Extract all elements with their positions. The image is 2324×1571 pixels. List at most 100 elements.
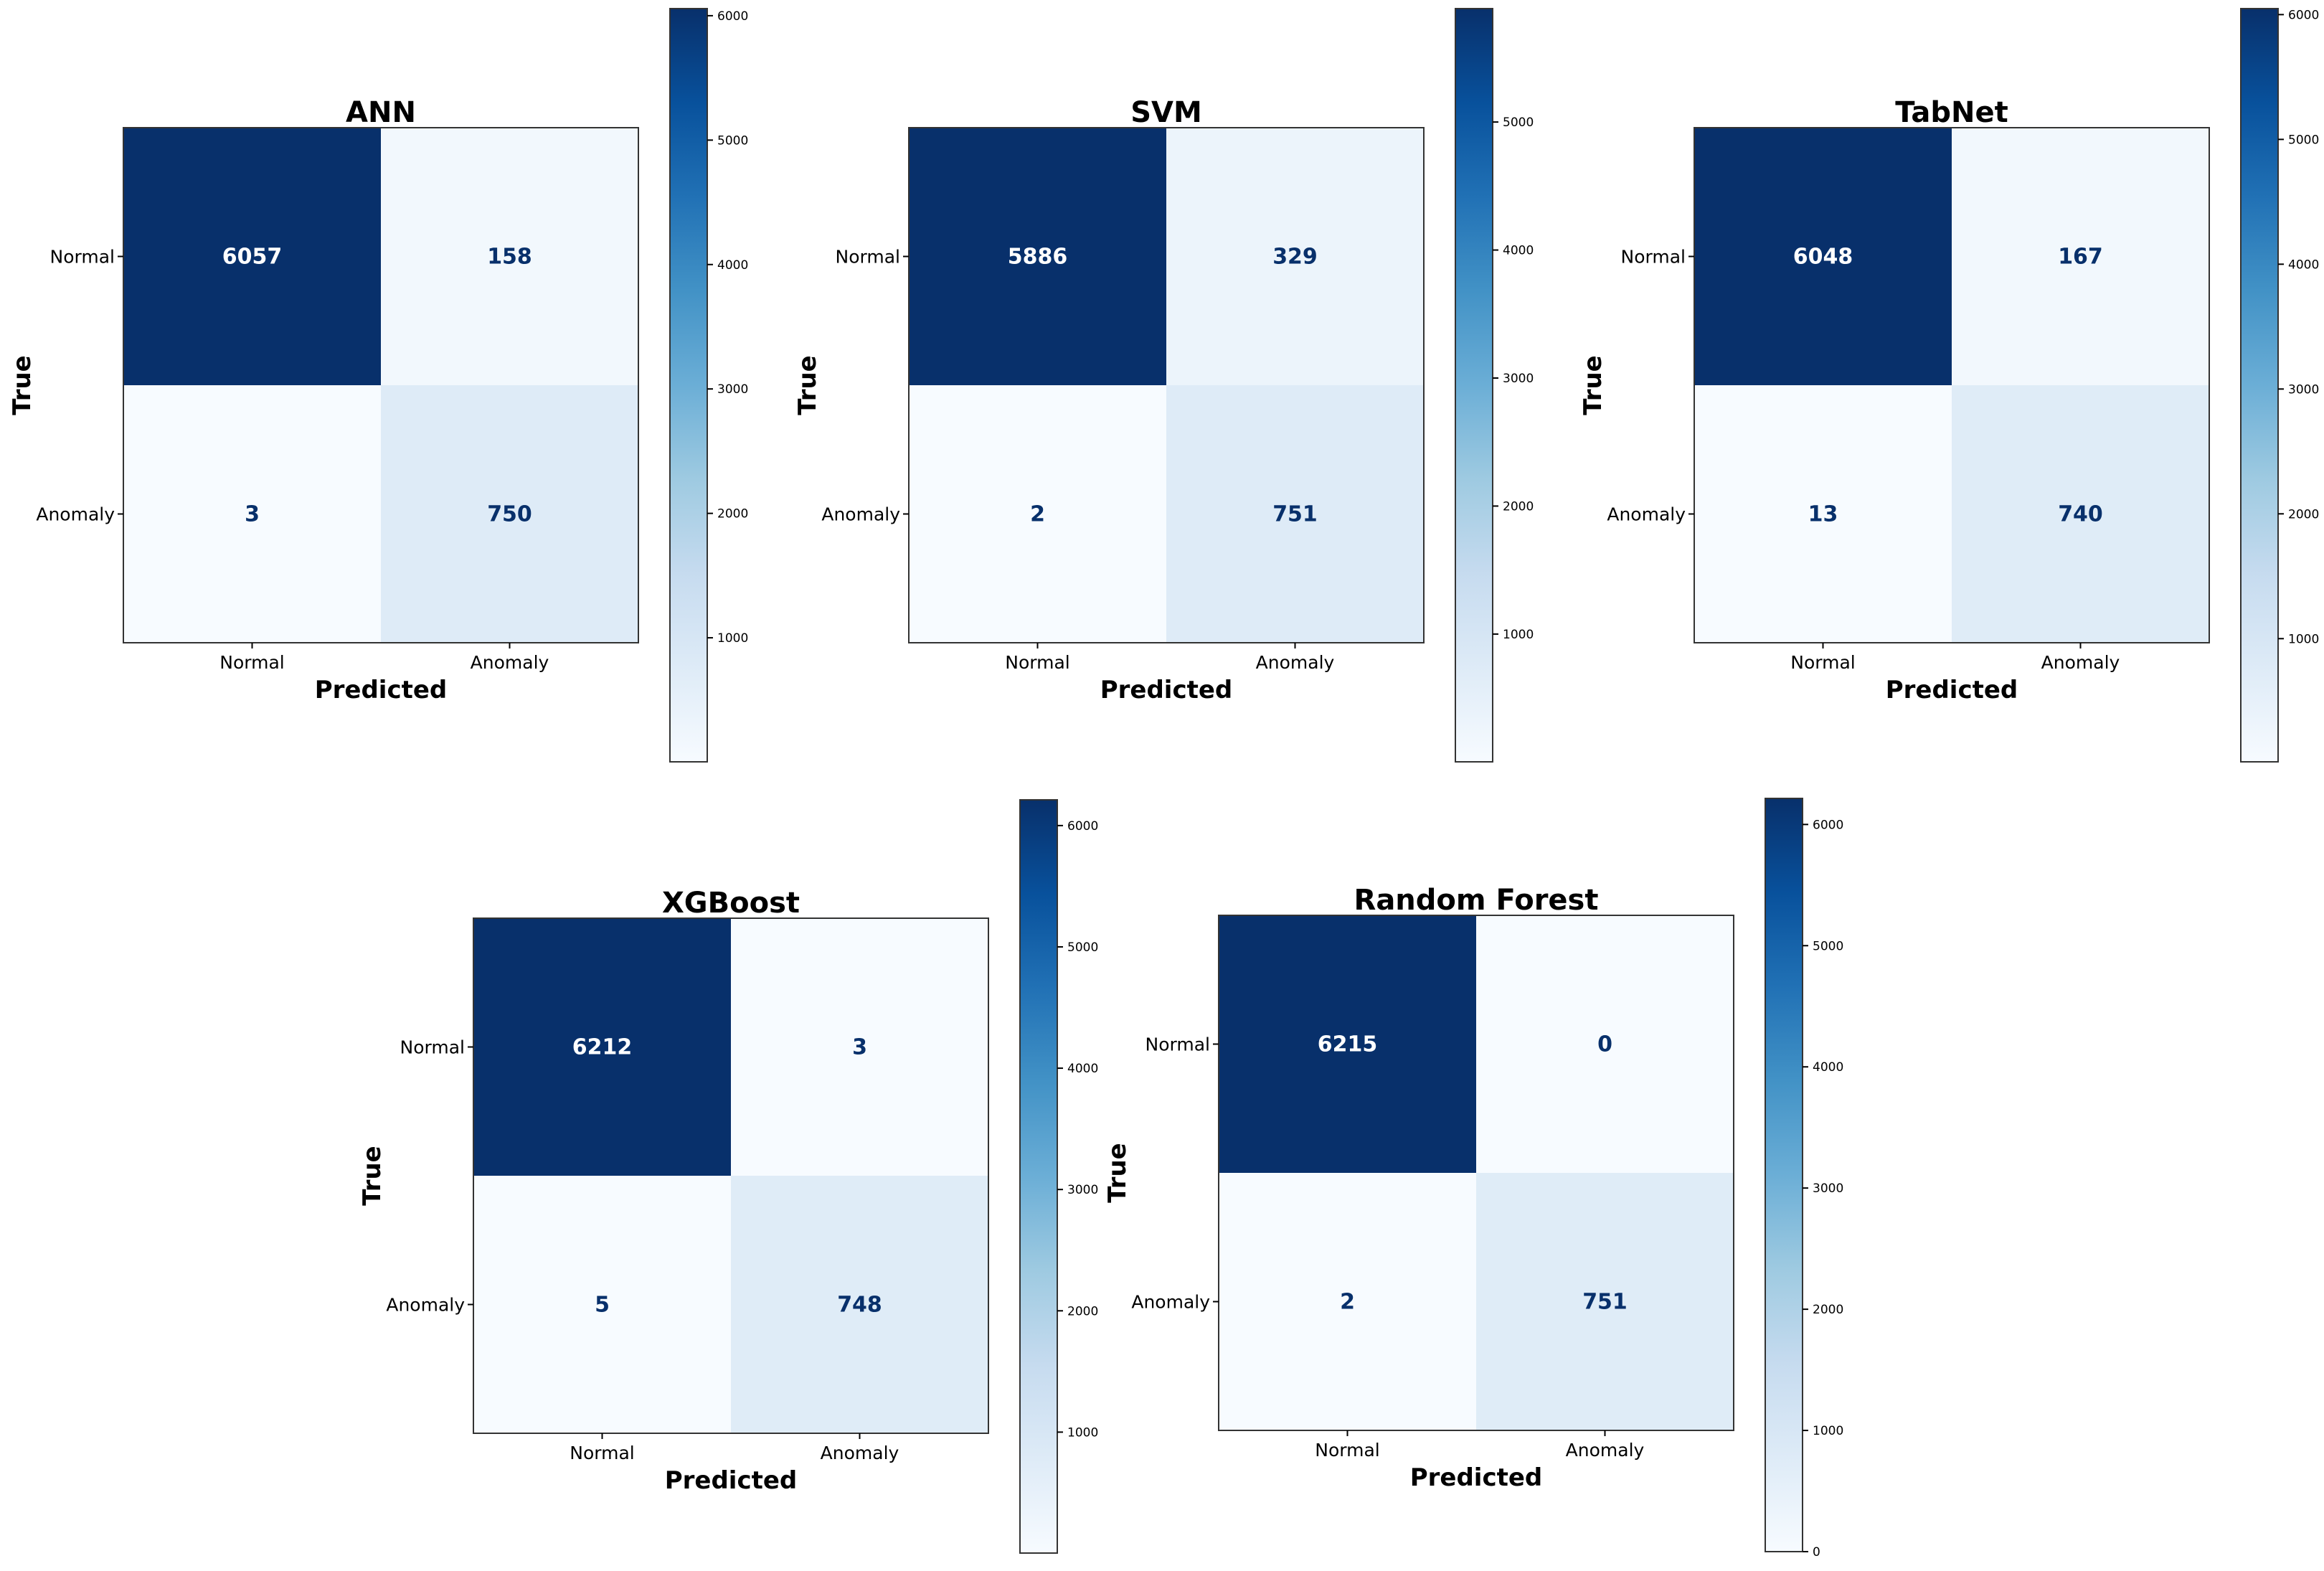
matrix-cell — [909, 128, 1166, 385]
matrix-cell — [1219, 915, 1476, 1173]
matrix-cell — [123, 385, 381, 643]
colorbar-tick-label: 2000 — [1503, 499, 1534, 514]
colorbar-tick-label: 6000 — [717, 9, 748, 24]
y-tick-label: Anomaly — [821, 504, 900, 525]
matrix-cell — [123, 128, 381, 385]
y-tick-label: Anomaly — [1131, 1292, 1210, 1313]
cell-value-label: 3 — [245, 502, 260, 527]
cell-value-label: 6212 — [572, 1035, 633, 1060]
plot-frame — [1218, 915, 1734, 1431]
colorbar-tick-label: 3000 — [1067, 1183, 1098, 1197]
confusion-matrix-panel: 6215 0 2 751 Random Forest Normal Anomaly Norma… — [1103, 798, 1843, 1560]
matrix-cell — [1166, 128, 1424, 385]
matrix-cell — [1476, 915, 1734, 1173]
matrix-cell — [1476, 1173, 1734, 1430]
matrix-cell — [909, 385, 1166, 643]
matrix-cell — [473, 918, 731, 1176]
colorbar-tick-label: 3000 — [717, 382, 748, 397]
matrix-cell — [1952, 385, 2209, 643]
cell-value-label: 6215 — [1318, 1032, 1378, 1057]
cell-value-label: 158 — [487, 245, 532, 270]
cell-value-label: 750 — [487, 502, 532, 527]
y-tick-label: Normal — [50, 247, 115, 268]
matrix-cell — [731, 918, 988, 1176]
chart-title: ANN — [346, 96, 416, 129]
colorbar-tick-label: 2000 — [2288, 507, 2319, 522]
x-axis-label: Predicted — [665, 1466, 798, 1495]
y-axis-label: True — [8, 355, 37, 415]
colorbar-tick-label: 1000 — [1503, 628, 1534, 642]
colorbar-tick-label: 3000 — [1503, 372, 1534, 386]
matrix-cell — [1219, 1173, 1476, 1430]
matrix-cell — [473, 1176, 731, 1433]
cell-value-label: 740 — [2058, 502, 2103, 527]
x-tick-label: Anomaly — [2041, 652, 2120, 673]
colorbar-tick-label: 5000 — [1503, 115, 1534, 130]
chart-title: XGBoost — [662, 887, 800, 920]
x-tick-label: Normal — [1790, 652, 1855, 673]
colorbar-tick-label: 5000 — [2288, 133, 2319, 147]
cell-value-label: 6048 — [1793, 245, 1853, 270]
cell-value-label: 0 — [1597, 1032, 1612, 1057]
matrix-cell — [731, 1176, 988, 1433]
confusion-matrix-panel: 5886 329 2 751 SVM Normal Anomaly Normal Anomaly… — [793, 8, 1534, 763]
cell-value-label: 329 — [1272, 245, 1318, 270]
cell-value-label: 5886 — [1008, 245, 1068, 270]
plot-frame — [473, 917, 989, 1434]
matrix-cell — [381, 128, 638, 385]
colorbar-tick-label: 4000 — [1813, 1060, 1843, 1075]
y-axis-label: True — [1579, 355, 1607, 415]
chart-title: TabNet — [1895, 96, 2008, 129]
colorbar-tick-label: 2000 — [717, 507, 748, 522]
matrix-cell — [1694, 385, 1952, 643]
colorbar-tick-label: 5000 — [1067, 940, 1098, 955]
confusion-matrix-panel: 6048 167 13 740 TabNet Normal Anomaly Normal Ano… — [1579, 8, 2319, 763]
colorbar-tick-label: 1000 — [1813, 1424, 1843, 1438]
cell-value-label: 2 — [1030, 502, 1045, 527]
x-tick-label: Normal — [219, 652, 284, 673]
y-tick-label: Normal — [836, 247, 900, 268]
plot-frame — [123, 127, 639, 643]
cell-value-label: 3 — [852, 1035, 867, 1060]
colorbar-tick-label: 5000 — [1813, 939, 1843, 953]
colorbar-tick-label: 5000 — [717, 133, 748, 148]
cell-value-label: 167 — [2058, 245, 2103, 270]
colorbar-tick-label: 4000 — [717, 258, 748, 273]
cell-value-label: 2 — [1340, 1290, 1355, 1315]
y-tick-label: Anomaly — [1607, 504, 1686, 525]
plot-frame — [908, 127, 1425, 643]
confusion-matrix-panel: 6057 158 3 750 ANN Normal Anomaly Normal Anomaly… — [8, 8, 748, 763]
x-axis-label: Predicted — [1100, 676, 1233, 704]
x-tick-label: Anomaly — [821, 1443, 899, 1463]
y-tick-label: Normal — [400, 1037, 465, 1058]
colorbar-tick-label: 1000 — [717, 631, 748, 646]
x-axis-label: Predicted — [315, 676, 448, 704]
y-axis-label: True — [358, 1146, 387, 1206]
matrix-cell — [1952, 128, 2209, 385]
y-axis-label: True — [1103, 1143, 1132, 1203]
y-axis-label: True — [793, 355, 822, 415]
cell-value-label: 5 — [595, 1293, 610, 1318]
colorbar-tick-label: 3000 — [2288, 382, 2319, 397]
x-tick-label: Anomaly — [1256, 652, 1335, 673]
colorbar-tick-label: 4000 — [1067, 1062, 1098, 1076]
colorbar-tick-label: 6000 — [2288, 8, 2319, 22]
colorbar-tick-label: 6000 — [1067, 819, 1098, 834]
colorbar-tick-label: 2000 — [1813, 1303, 1843, 1317]
cell-value-label: 751 — [1272, 502, 1318, 527]
x-tick-label: Anomaly — [471, 652, 549, 673]
colorbar-tick-label: 1000 — [1067, 1425, 1098, 1440]
chart-title: Random Forest — [1354, 884, 1599, 917]
colorbar — [1765, 798, 1803, 1552]
x-tick-label: Normal — [570, 1443, 634, 1463]
colorbar — [1455, 8, 1493, 763]
matrix-cell — [381, 385, 638, 643]
colorbar-tick-label: 4000 — [1503, 244, 1534, 258]
plot-frame — [1694, 127, 2210, 643]
confusion-matrix-panel: 6212 3 5 748 XGBoost Normal Anomaly Normal Anoma… — [358, 799, 1098, 1554]
colorbar-tick-label: 3000 — [1813, 1181, 1843, 1196]
cell-value-label: 748 — [837, 1293, 882, 1318]
chart-title: SVM — [1130, 96, 1202, 129]
colorbar-tick-label: 0 — [1813, 1545, 1820, 1560]
